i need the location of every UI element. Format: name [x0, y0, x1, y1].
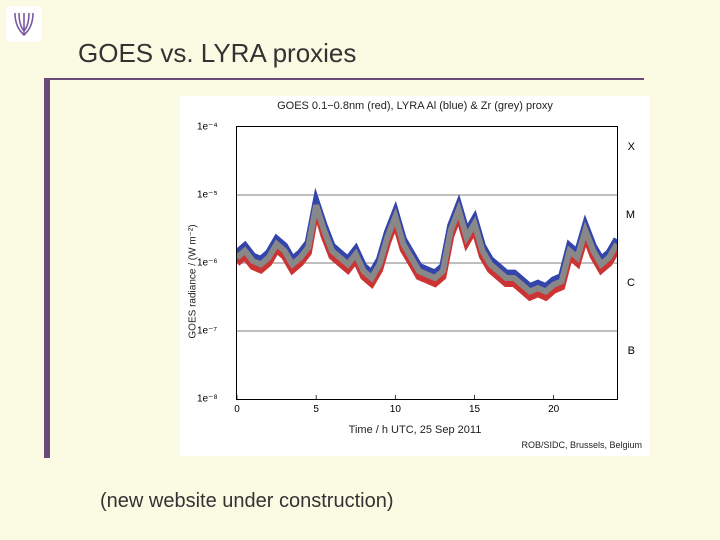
xtick: 15	[469, 404, 480, 415]
plot-svg	[237, 127, 617, 399]
ytick: 1e⁻⁷	[197, 326, 217, 337]
chart-title: GOES 0.1−0.8nm (red), LYRA Al (blue) & Z…	[180, 100, 650, 112]
flare-class-label: B	[628, 345, 635, 357]
ytick: 1e⁻⁶	[197, 258, 218, 269]
flare-class-label: X	[628, 141, 635, 153]
xtick: 20	[548, 404, 559, 415]
footer-note: (new website under construction)	[100, 490, 393, 513]
goes-lyra-chart: GOES 0.1−0.8nm (red), LYRA Al (blue) & Z…	[180, 96, 650, 456]
slide-title: GOES vs. LYRA proxies	[78, 38, 356, 69]
slide: GOES vs. LYRA proxies GOES 0.1−0.8nm (re…	[0, 0, 720, 540]
plot-area: 1e⁻⁴1e⁻⁵1e⁻⁶1e⁻⁷1e⁻⁸05101520XMCB	[236, 126, 618, 400]
chart-credit: ROB/SIDC, Brussels, Belgium	[521, 440, 642, 450]
ytick: 1e⁻⁸	[197, 394, 218, 405]
flare-class-label: C	[627, 277, 635, 289]
side-bar-accent	[44, 78, 50, 458]
title-rule	[44, 78, 644, 80]
ytick: 1e⁻⁴	[197, 122, 218, 133]
xtick: 5	[313, 404, 319, 415]
xtick: 10	[390, 404, 401, 415]
lyra-logo-icon	[6, 6, 42, 42]
chart-xlabel: Time / h UTC, 25 Sep 2011	[180, 424, 650, 436]
ytick: 1e⁻⁵	[197, 190, 218, 201]
flare-class-label: M	[626, 209, 635, 221]
xtick: 0	[234, 404, 240, 415]
